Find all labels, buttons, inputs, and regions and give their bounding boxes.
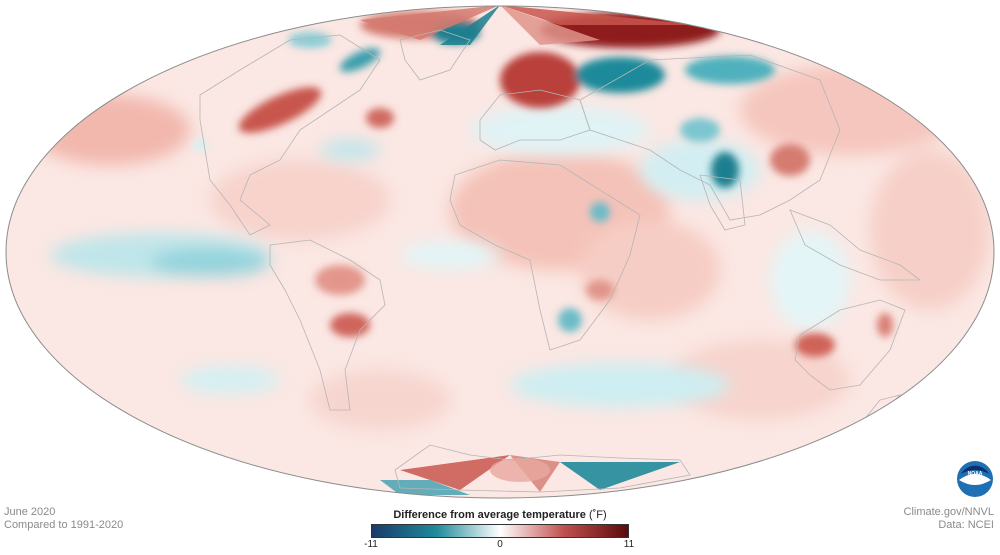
color-legend: Difference from average temperature (˚F)… — [360, 508, 640, 552]
noaa-logo-wave — [959, 474, 991, 485]
legend-unit: (˚F) — [588, 509, 607, 521]
antarctica-anomaly — [380, 455, 680, 495]
period-info: June 2020 Compared to 1991-2020 — [4, 506, 123, 532]
legend-mid-label: 0 — [497, 539, 503, 550]
legend-max-label: 11 — [623, 539, 635, 550]
world-temperature-anomaly-map — [5, 5, 995, 499]
period-label: June 2020 — [4, 506, 56, 518]
credits: Climate.gov/NNVL Data: NCEI — [904, 506, 994, 532]
noaa-logo-text: NOAA — [968, 471, 983, 477]
anomaly-field — [6, 6, 994, 498]
credit-label: Climate.gov/NNVL — [903, 506, 994, 518]
legend-color-bar — [371, 524, 629, 538]
legend-title-text: Difference from average temperature — [393, 509, 586, 521]
globe-outline — [5, 5, 995, 499]
source-label: Data: NCEI — [938, 519, 994, 531]
coastlines — [199, 29, 922, 493]
noaa-logo-icon: NOAA — [957, 461, 993, 497]
legend-title: Difference from average temperature (˚F) — [360, 508, 640, 522]
noaa-logo-top — [961, 465, 989, 474]
legend-min-label: -11 — [364, 539, 378, 550]
baseline-label: Compared to 1991-2020 — [4, 519, 124, 531]
legend-ticks: -11 0 11 — [364, 538, 634, 552]
